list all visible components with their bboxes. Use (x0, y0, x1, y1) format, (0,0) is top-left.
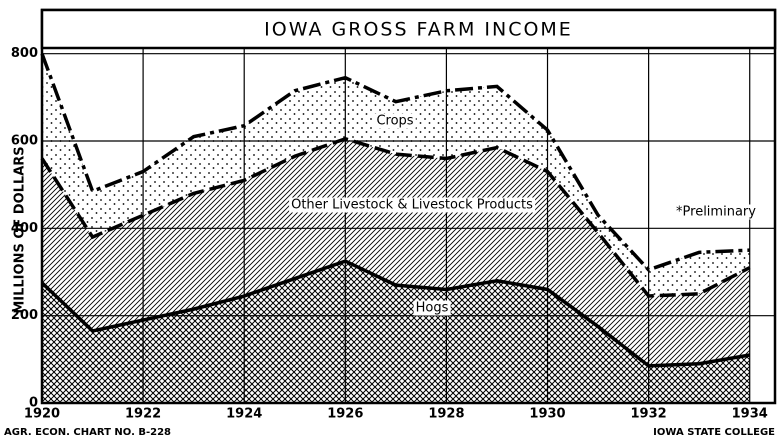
series-line (40, 136, 751, 298)
x-tick-label: 1934 (732, 407, 768, 422)
y-axis-label: MILLIONS OF DOLLARS (13, 146, 28, 313)
chart-title: IOWA GROSS FARM INCOME (264, 19, 573, 41)
y-tick-label: 800 (11, 46, 38, 61)
label-background (674, 204, 759, 220)
y-tick-label: 200 (11, 308, 38, 323)
label-background (289, 197, 536, 213)
label-background (413, 300, 451, 316)
area (42, 261, 750, 403)
x-tick-label: 1926 (327, 407, 363, 422)
x-tick-label: 1930 (529, 407, 565, 422)
label-background (374, 113, 416, 129)
footer-left: AGR. ECON. CHART NO. B-228 (4, 427, 171, 438)
series-line (40, 53, 750, 272)
note: *Preliminary (676, 205, 756, 220)
x-tick-label: 1924 (226, 407, 262, 422)
x-tick-label: 1920 (24, 407, 60, 422)
series-label: Crops (376, 114, 413, 129)
y-tick-label: 600 (11, 134, 38, 149)
title-box (40, 8, 777, 50)
x-tick-label: 1922 (125, 407, 161, 422)
x-tick-label: 1928 (428, 407, 464, 422)
series-line (40, 259, 751, 368)
area (42, 138, 750, 366)
y-tick-label: 0 (29, 396, 38, 411)
y-tick-label: 400 (11, 221, 38, 236)
footer-right: IOWA STATE COLLEGE (653, 427, 775, 438)
x-tick-label: 1932 (631, 407, 667, 422)
series-label: Other Livestock & Livestock Products (291, 198, 533, 213)
series-label: Hogs (416, 301, 449, 316)
